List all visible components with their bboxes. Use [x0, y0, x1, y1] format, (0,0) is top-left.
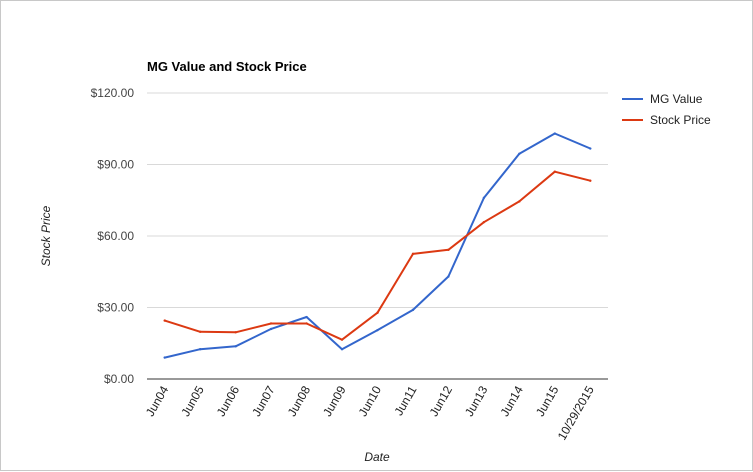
data-point	[163, 319, 166, 322]
y-axis-ticks: $0.00 $30.00 $60.00 $90.00 $120.00	[91, 86, 135, 386]
data-point	[447, 275, 450, 278]
data-point	[518, 200, 521, 203]
data-point	[376, 328, 379, 332]
x-axis-ticks: Jun04 Jun05 Jun06 Jun07 Jun08 Jun09 Jun10 Jun11…	[143, 383, 597, 442]
series-line-stock-price	[163, 170, 592, 341]
data-point	[376, 311, 379, 314]
data-point	[553, 170, 557, 173]
data-point	[340, 348, 344, 351]
legend-label: Stock Price	[650, 113, 711, 127]
data-point	[305, 315, 308, 319]
chart-title: MG Value and Stock Price	[147, 59, 307, 74]
x-tick-label: Jun05	[178, 383, 207, 419]
x-tick-label: Jun14	[497, 383, 526, 419]
data-point	[305, 322, 308, 325]
series-line-mg-value	[163, 132, 592, 359]
x-tick-label: Jun04	[143, 383, 172, 419]
x-tick-label: Jun15	[533, 383, 562, 419]
data-point	[589, 147, 592, 150]
x-tick-label: Jun08	[285, 383, 314, 419]
y-tick-label: $30.00	[97, 301, 134, 315]
data-point	[447, 248, 450, 252]
data-point	[482, 220, 486, 224]
data-point	[589, 179, 592, 182]
data-point	[269, 322, 273, 325]
data-point	[340, 338, 344, 341]
data-point	[518, 152, 521, 155]
data-point	[234, 331, 237, 334]
y-tick-label: $90.00	[97, 158, 134, 172]
x-axis-title: Date	[364, 450, 390, 464]
data-point	[411, 252, 415, 256]
legend-label: MG Value	[650, 92, 703, 106]
x-tick-label: Jun06	[214, 383, 243, 419]
y-tick-label: $120.00	[91, 86, 135, 100]
series-lines	[163, 132, 592, 359]
data-point	[234, 345, 237, 348]
gridlines	[147, 92, 608, 380]
x-tick-label: Jun13	[462, 383, 491, 419]
x-tick-label: Jun07	[249, 383, 278, 419]
x-tick-label: Jun10	[356, 383, 385, 419]
data-point	[553, 132, 557, 135]
legend: MG Value Stock Price	[622, 92, 711, 127]
x-tick-label: 10/29/2015	[555, 383, 597, 442]
x-tick-label: Jun11	[392, 383, 420, 418]
y-tick-label: $0.00	[104, 372, 134, 386]
data-point	[482, 196, 486, 200]
data-point	[163, 356, 166, 359]
x-tick-label: Jun09	[320, 383, 349, 419]
data-point	[269, 327, 273, 331]
data-point	[411, 308, 415, 312]
x-tick-label: Jun12	[427, 383, 456, 419]
data-point	[198, 330, 202, 334]
data-point	[198, 348, 202, 351]
y-axis-title: Stock Price	[39, 205, 53, 266]
y-tick-label: $60.00	[97, 229, 134, 243]
